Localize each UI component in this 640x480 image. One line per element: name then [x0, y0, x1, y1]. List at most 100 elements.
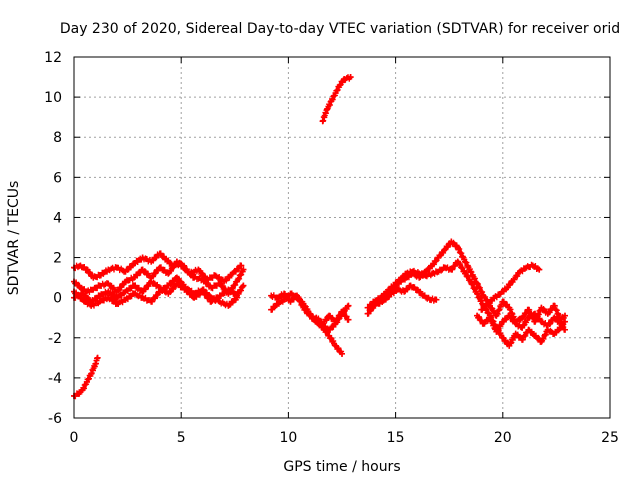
data-point [225, 302, 232, 309]
data-point [557, 320, 564, 327]
data-point [156, 264, 163, 271]
data-point [83, 266, 90, 273]
data-point [113, 294, 120, 301]
data-point [484, 300, 491, 307]
y-tick-label: 12 [44, 50, 62, 66]
data-point [229, 270, 236, 277]
data-point [429, 262, 436, 269]
axis-ticks: 0 5 10 15 20 25 -6 -4 -2 0 2 4 6 8 10 12 [44, 50, 619, 446]
data-point [319, 320, 326, 327]
data-point [212, 272, 219, 279]
data-point [384, 288, 391, 295]
series-trace-3 [71, 278, 247, 305]
data-point [394, 286, 401, 293]
data-point [165, 282, 172, 289]
data-point [561, 318, 568, 325]
data-point [504, 284, 511, 291]
series-trace-5 [71, 354, 101, 400]
series-trace-16 [474, 310, 568, 335]
data-point [531, 310, 538, 317]
data-point [195, 266, 202, 273]
data-point [551, 330, 558, 337]
data-point [240, 266, 247, 273]
data-point [131, 290, 138, 297]
data-point [416, 270, 423, 277]
y-tick-label: 10 [44, 90, 62, 106]
data-point [233, 294, 240, 301]
y-tick-label: 0 [53, 291, 62, 307]
data-point [339, 350, 345, 357]
data-point [519, 314, 526, 321]
data-point [422, 272, 429, 279]
data-point [77, 284, 84, 291]
data-point [268, 306, 275, 313]
data-point [409, 268, 416, 275]
data-point [225, 286, 232, 293]
series-markers [319, 74, 354, 125]
data-point [531, 318, 538, 325]
y-tick-label: 2 [53, 251, 62, 267]
data-point [538, 338, 545, 345]
data-point [287, 298, 294, 305]
data-point [516, 268, 523, 275]
data-point [461, 256, 468, 263]
data-point [491, 294, 498, 301]
y-tick-label: 8 [53, 130, 62, 146]
x-tick-label: 25 [601, 430, 619, 446]
data-point [499, 334, 506, 341]
data-point [371, 298, 378, 305]
data-point [525, 314, 532, 321]
x-tick-label: 15 [387, 430, 405, 446]
data-point [388, 290, 395, 297]
data-point [274, 294, 281, 301]
data-point [96, 272, 103, 279]
data-point [441, 264, 448, 271]
data-point [90, 286, 97, 293]
data-point [347, 74, 354, 81]
data-point [497, 290, 504, 297]
data-point [506, 312, 513, 319]
data-point [448, 238, 455, 245]
data-point [506, 342, 513, 349]
data-point [499, 298, 506, 305]
series-trace-9 [313, 308, 352, 327]
data-point [525, 306, 532, 313]
data-point [208, 294, 215, 301]
data-point [478, 306, 485, 313]
data-point [216, 280, 223, 287]
data-point [467, 278, 474, 285]
data-point [454, 258, 461, 265]
data-point [131, 282, 138, 289]
data-point [281, 296, 288, 303]
data-point [173, 274, 180, 281]
data-point [240, 282, 247, 289]
data-point [122, 288, 129, 295]
data-series [71, 74, 568, 400]
data-point [435, 254, 442, 261]
y-tick-label: 4 [53, 210, 62, 226]
data-point [287, 290, 294, 297]
data-point [105, 294, 112, 301]
data-point [113, 300, 120, 307]
data-point [525, 326, 532, 333]
data-point [281, 290, 288, 297]
data-point [122, 278, 129, 285]
x-tick-label: 0 [70, 430, 79, 446]
data-point [199, 276, 206, 283]
data-point [538, 318, 545, 325]
data-point [77, 262, 84, 269]
data-point [191, 290, 198, 297]
data-point [105, 288, 112, 295]
data-point [441, 246, 448, 253]
data-point [96, 298, 103, 305]
data-point [426, 296, 433, 303]
data-point [122, 296, 129, 303]
data-point [131, 274, 138, 281]
grid-lines [74, 57, 610, 418]
data-point [199, 286, 206, 293]
data-point [326, 312, 333, 319]
data-point [561, 312, 568, 319]
data-point [480, 320, 487, 327]
data-point [208, 284, 215, 291]
